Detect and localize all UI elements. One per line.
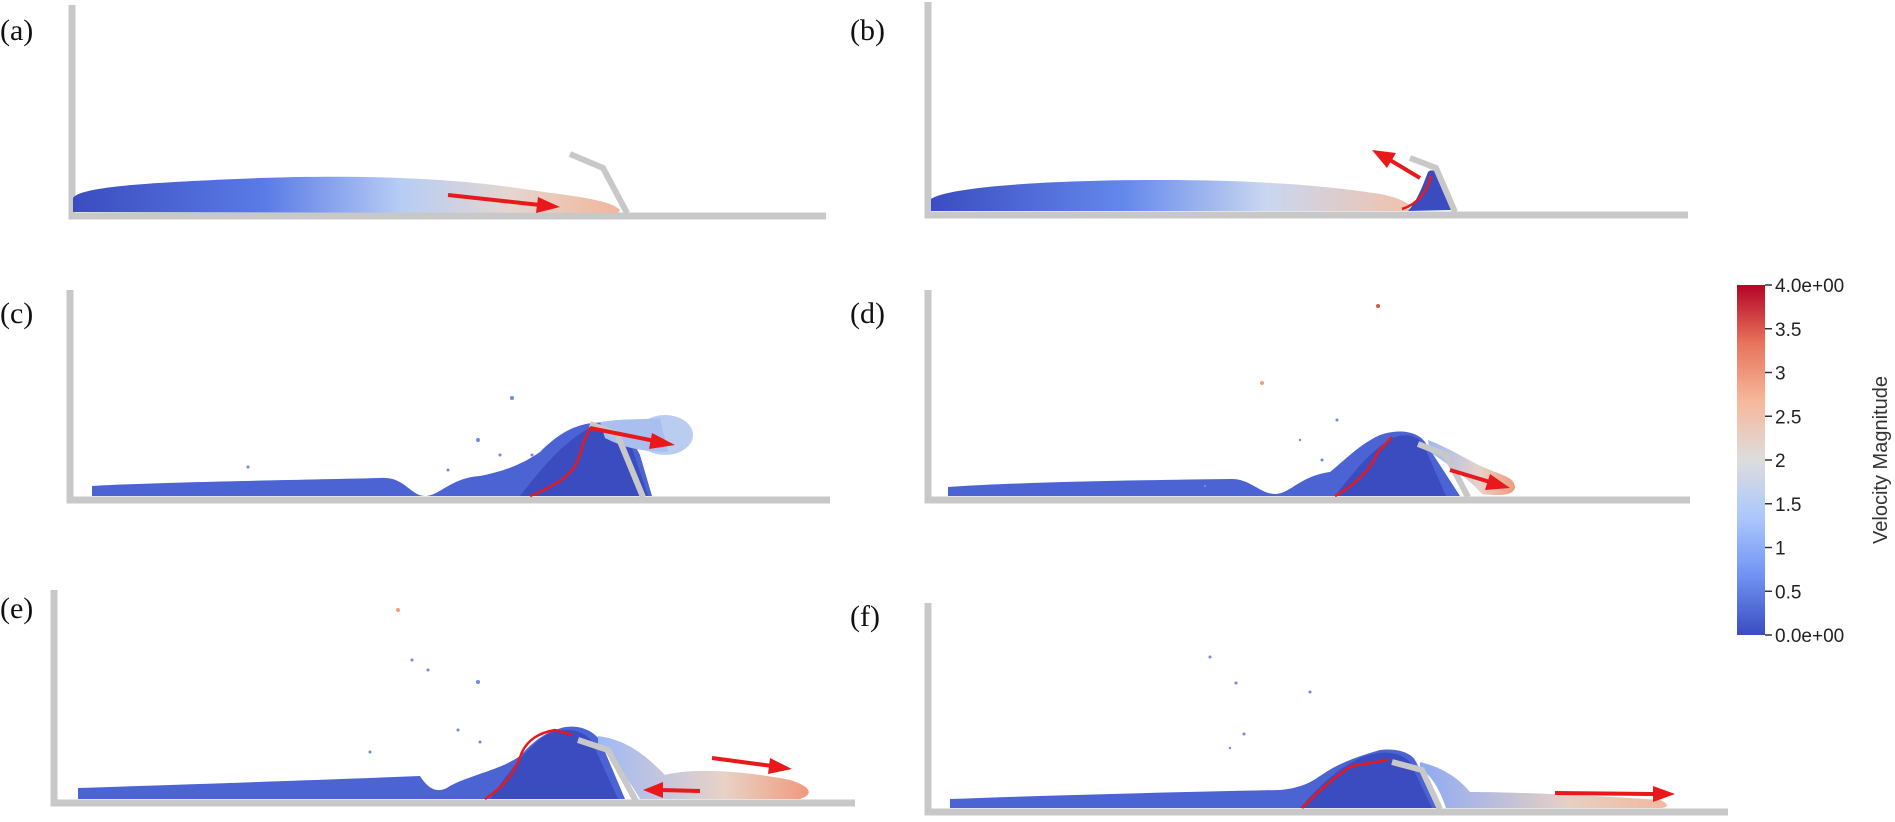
colorbar-tick-label: 3.5: [1775, 320, 1801, 341]
fluid-body-d: [948, 431, 1460, 496]
tank-wall-a: [68, 5, 826, 220]
panel-label-f: (f): [850, 600, 880, 633]
tank-wall-c: [66, 290, 830, 504]
tail-f: [1420, 762, 1667, 808]
panel-a: (a): [0, 5, 826, 220]
breakwater-a: [568, 151, 630, 215]
colorbar-bar: [1737, 285, 1765, 635]
fluid-body-e: [78, 726, 625, 799]
tail-e: [598, 736, 809, 799]
colorbar: 4.0e+00 3.5 3 2.5 2 1.5 1 0.5 0.0e+00 Velocity M…: [1737, 276, 1892, 647]
colorbar-tick-label: 2.5: [1775, 407, 1801, 428]
panel-d: (d): [850, 290, 1690, 504]
panel-f: (f): [850, 600, 1728, 816]
colorbar-tick-label: 3: [1775, 364, 1786, 385]
breakwater-b: [1408, 155, 1458, 214]
colorbar-tick-label: 2: [1775, 451, 1786, 472]
tank-wall-d: [924, 290, 1690, 504]
trace-line-f: [1301, 758, 1389, 809]
panel-c: (c): [0, 290, 830, 504]
trace-line-e: [484, 728, 573, 801]
colorbar-title: Velocity Magnitude: [1870, 376, 1892, 544]
colorbar-tick-label: 0.5: [1775, 582, 1801, 603]
fluid-body-c: [92, 422, 652, 496]
panel-label-a: (a): [0, 14, 33, 47]
tank-wall-f: [924, 603, 1728, 816]
colorbar-tick-label: 4.0e+00: [1775, 276, 1844, 297]
trace-line-b: [1401, 175, 1433, 211]
breakwater-e: [577, 737, 639, 803]
spray-droplets-f: [1208, 655, 1312, 750]
flow-arrow-a: [447, 193, 560, 213]
trace-line-d: [1334, 436, 1393, 498]
colorbar-tick-label: 1: [1775, 539, 1786, 560]
fluid-body-a: [73, 176, 620, 213]
flow-arrow-e-upper: [711, 756, 792, 774]
fluid-body-e-core: [490, 729, 618, 799]
fluid-body-b: [931, 180, 1410, 211]
flow-arrow-b: [1372, 150, 1422, 180]
panel-label-b: (b): [850, 14, 885, 47]
panel-label-e: (e): [0, 592, 33, 625]
flow-arrow-d: [1449, 468, 1510, 490]
spray-droplets-d: [1203, 304, 1380, 488]
panel-label-c: (c): [0, 297, 33, 330]
spray-droplets-c: [246, 396, 534, 472]
trace-line-c: [529, 427, 592, 498]
breakwater-f: [1391, 759, 1443, 811]
fluid-body-c-core: [520, 426, 648, 496]
breakwater-d: [1416, 441, 1471, 499]
tank-wall-b: [924, 2, 1688, 219]
flow-arrow-c: [589, 426, 675, 449]
colorbar-tick-label: 0.0e+00: [1775, 626, 1844, 647]
tank-wall-e: [50, 590, 855, 807]
panel-b: (b): [850, 2, 1688, 219]
flow-arrow-e-lower: [643, 782, 701, 798]
panel-label-d: (d): [850, 297, 885, 330]
flow-arrow-f: [1554, 786, 1675, 802]
panel-e: (e): [0, 590, 855, 807]
fluid-body-d-core: [1335, 435, 1446, 496]
colorbar-tick-label: 1.5: [1775, 495, 1801, 516]
spray-droplets-e: [368, 608, 482, 754]
colorbar-ticks: 4.0e+00 3.5 3 2.5 2 1.5 1 0.5 0.0e+00: [1765, 276, 1844, 647]
